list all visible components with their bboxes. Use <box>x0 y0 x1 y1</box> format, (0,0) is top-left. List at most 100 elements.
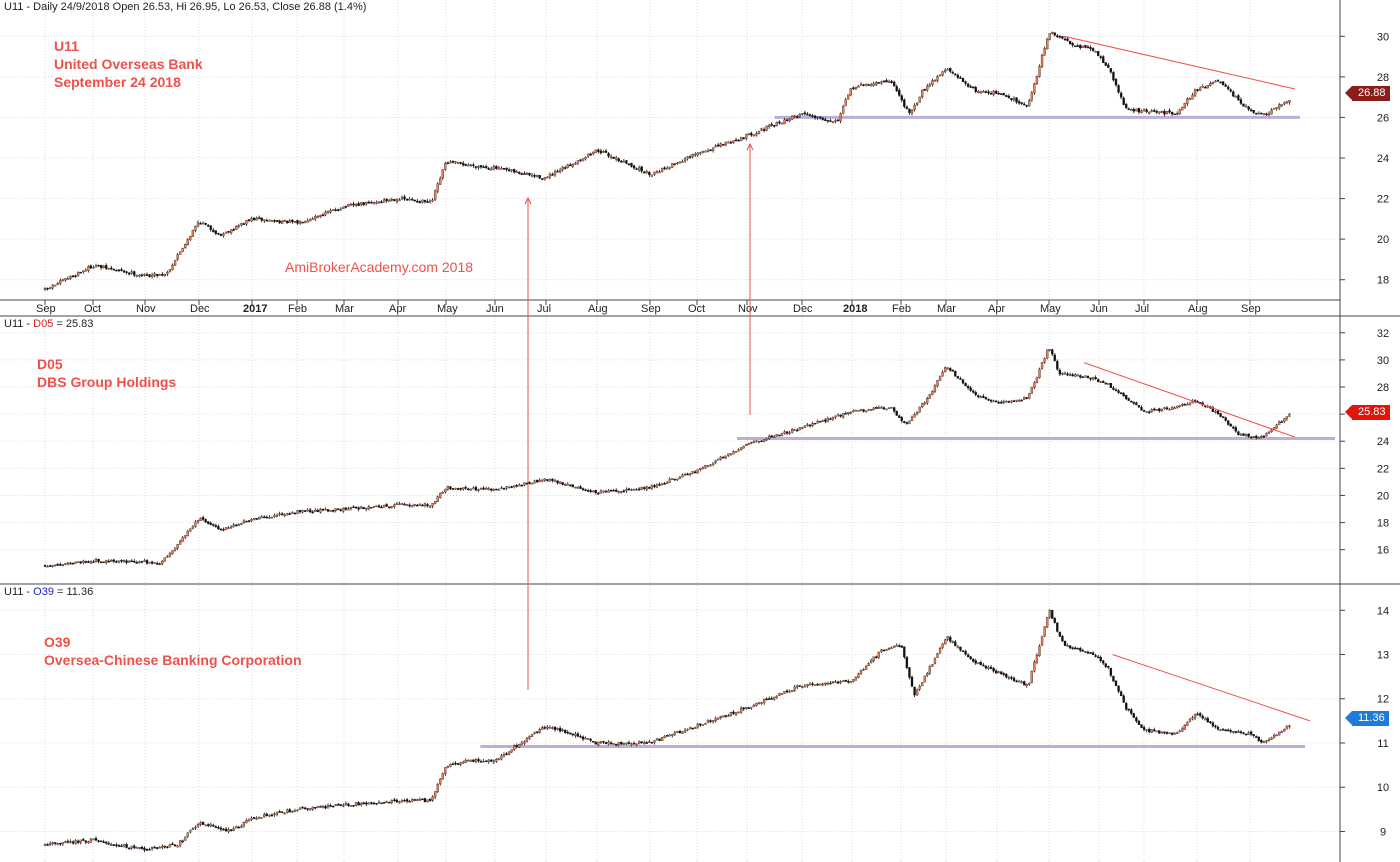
candle-body <box>933 80 937 82</box>
candle-body <box>495 488 498 491</box>
candle-body <box>1081 45 1084 48</box>
candle-body <box>66 840 70 843</box>
candle-body <box>1002 401 1005 403</box>
candle-body <box>808 424 812 427</box>
candle-body <box>1280 421 1283 423</box>
candle-body <box>1137 720 1141 725</box>
candle-body <box>314 806 317 809</box>
candle-body <box>186 531 189 536</box>
candle-body <box>1084 45 1087 48</box>
candle-body <box>625 742 628 745</box>
candle-body <box>395 199 399 202</box>
candle-body <box>1063 373 1067 375</box>
candle-body <box>538 729 541 733</box>
candle-body <box>729 453 733 456</box>
o39-stock-label: O39 Oversea-Chinese Banking Corporation <box>44 633 302 669</box>
candle-body <box>247 819 251 822</box>
candle-body <box>1074 647 1077 650</box>
candle-body <box>275 220 279 222</box>
candle-body <box>482 487 485 490</box>
candle-body <box>951 72 954 74</box>
candle-body <box>270 220 274 222</box>
candle-body <box>168 269 172 272</box>
d05-stock-label: D05 DBS Group Holdings <box>37 355 176 391</box>
u11-price-tag: 26.88 <box>1345 86 1390 101</box>
candle-body <box>1135 717 1138 722</box>
candle-body <box>110 267 113 270</box>
candle-body <box>898 89 901 96</box>
candle-body <box>184 244 187 248</box>
candle-body <box>1015 399 1018 402</box>
candle-body <box>1012 400 1016 403</box>
candle-body <box>972 659 975 662</box>
candle-body <box>880 81 883 84</box>
candle-body <box>587 738 590 740</box>
candle-body <box>1250 436 1253 439</box>
candle-body <box>349 805 353 807</box>
d05-header: U11 - D05 = 25.83 <box>4 318 93 330</box>
candle-body <box>1265 433 1268 437</box>
candle-body <box>717 458 720 461</box>
candle-body <box>928 666 931 674</box>
candle-body <box>655 484 659 488</box>
candle-body <box>951 641 954 643</box>
resistance-trendline <box>1063 35 1296 90</box>
candle-body <box>671 734 674 736</box>
candle-body <box>829 682 832 685</box>
candle-body <box>459 762 462 765</box>
candle-body <box>921 89 924 98</box>
candle-body <box>780 122 784 125</box>
candle-body <box>732 140 735 143</box>
candle-body <box>500 487 503 489</box>
candle-body <box>972 390 975 393</box>
candle-body <box>541 727 544 730</box>
candle-body <box>138 561 141 564</box>
candle-body <box>377 201 381 203</box>
candle-body <box>43 844 47 846</box>
candle-body <box>890 80 893 83</box>
candle-body <box>839 681 842 683</box>
candle-body <box>893 646 896 648</box>
candle-body <box>1214 725 1217 728</box>
candle-body <box>630 489 633 491</box>
candle-body <box>1247 106 1250 110</box>
u11-header: U11 - Daily 24/9/2018 Open 26.53, Hi 26.… <box>4 1 366 13</box>
y-tick-label: 22 <box>1377 463 1389 475</box>
candle-body <box>352 203 355 206</box>
candle-body <box>992 667 995 672</box>
candle-body <box>334 804 337 806</box>
candle-body <box>84 269 87 272</box>
candle-body <box>941 371 944 377</box>
candle-body <box>99 265 103 268</box>
candle-body <box>472 759 475 762</box>
candle-body <box>599 490 603 494</box>
candle-body <box>561 167 564 171</box>
candle-body <box>314 216 317 220</box>
candle-body <box>309 219 312 222</box>
candle-body <box>752 441 756 443</box>
candle-body <box>683 729 687 733</box>
candle-body <box>219 528 223 531</box>
x-tick-label: Apr <box>389 303 406 315</box>
candle-body <box>222 828 225 831</box>
candle-body <box>668 478 671 483</box>
candle-body <box>441 492 444 494</box>
candle-body <box>824 119 827 121</box>
candle-body <box>474 487 478 491</box>
candle-body <box>497 488 501 491</box>
candle-body <box>112 268 115 271</box>
candle-body <box>217 526 220 530</box>
candle-body <box>1119 691 1123 697</box>
candle-body <box>1165 732 1169 734</box>
candle-body <box>1114 680 1118 686</box>
candle-body <box>1186 403 1189 406</box>
candle-body <box>926 672 929 676</box>
candle-body <box>750 706 753 709</box>
candle-body <box>893 407 896 412</box>
candle-body <box>737 711 740 714</box>
candle-body <box>181 537 184 542</box>
candle-body <box>581 158 585 161</box>
candle-body <box>673 732 676 735</box>
candle-body <box>959 77 962 79</box>
candle-body <box>1145 729 1148 731</box>
